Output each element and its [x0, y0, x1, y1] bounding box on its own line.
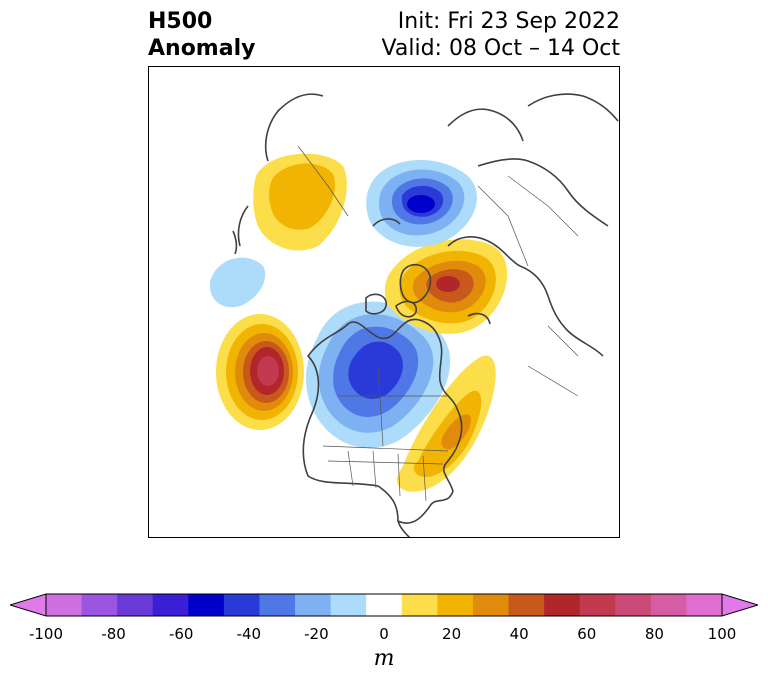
colorbar-tick-label: 60 [577, 625, 597, 643]
colorbar-segment [437, 594, 474, 616]
colorbar-segment [650, 594, 687, 616]
title-subvariable: Anomaly [148, 36, 256, 61]
colorbar-tick-label: -100 [28, 625, 64, 643]
anomaly-canada-low [306, 301, 451, 449]
colorbar-segments [10, 593, 758, 617]
colorbar-tick-label: -20 [304, 625, 329, 643]
init-date: Init: Fri 23 Sep 2022 [397, 9, 620, 34]
colorbar-outline [45, 593, 723, 617]
anomaly-scandinavia-high [384, 239, 508, 334]
valid-range: Valid: 08 Oct – 14 Oct [381, 36, 620, 61]
colorbar-segment [152, 594, 189, 616]
map-border [148, 66, 620, 538]
colorbar-over-arrow [721, 593, 758, 617]
colorbar-segment [117, 594, 154, 616]
title-variable: H500 [148, 9, 213, 34]
colorbar-segment [686, 594, 723, 616]
anomaly-east-asia-high [253, 153, 347, 251]
colorbar-segment [366, 594, 403, 616]
colorbar-segment [579, 594, 616, 616]
political-borders [297, 145, 579, 502]
colorbar-segment [46, 594, 83, 616]
colorbar-segment [544, 594, 581, 616]
anomaly-alaska-high [216, 314, 304, 430]
colorbar-tick-label: 80 [644, 625, 664, 643]
colorbar-unit: m [373, 646, 395, 671]
anomaly-map [148, 66, 620, 538]
anomaly-pacific-low [209, 257, 266, 308]
colorbar-under-arrow [10, 593, 47, 617]
colorbar-tick-label: 40 [509, 625, 529, 643]
colorbar-segment [259, 594, 296, 616]
colorbar-segment [295, 594, 332, 616]
colorbar-segment [188, 594, 225, 616]
anomaly-siberia-low [366, 159, 477, 247]
colorbar-segment [223, 594, 260, 616]
colorbar [10, 593, 758, 617]
coastlines [232, 93, 619, 538]
chart-title-left: H500 Anomaly [148, 8, 255, 62]
colorbar-segment [508, 594, 545, 616]
anomaly-eastern-us-high [397, 355, 496, 492]
colorbar-segment [615, 594, 652, 616]
colorbar-segment [401, 594, 438, 616]
colorbar-segment [472, 594, 510, 616]
chart-title-right: Init: Fri 23 Sep 2022 Valid: 08 Oct – 14… [382, 8, 620, 62]
colorbar-tick-label: 20 [442, 625, 462, 643]
colorbar-segment [81, 594, 118, 616]
anomaly-shading [209, 153, 508, 492]
colorbar-tick-label: 100 [707, 625, 737, 643]
colorbar-tick-label: -60 [168, 625, 194, 643]
colorbar-segment [330, 594, 367, 616]
colorbar-tick-label: 0 [379, 625, 389, 643]
colorbar-tick-label: -40 [236, 625, 262, 643]
colorbar-tick-label: -80 [101, 625, 126, 643]
